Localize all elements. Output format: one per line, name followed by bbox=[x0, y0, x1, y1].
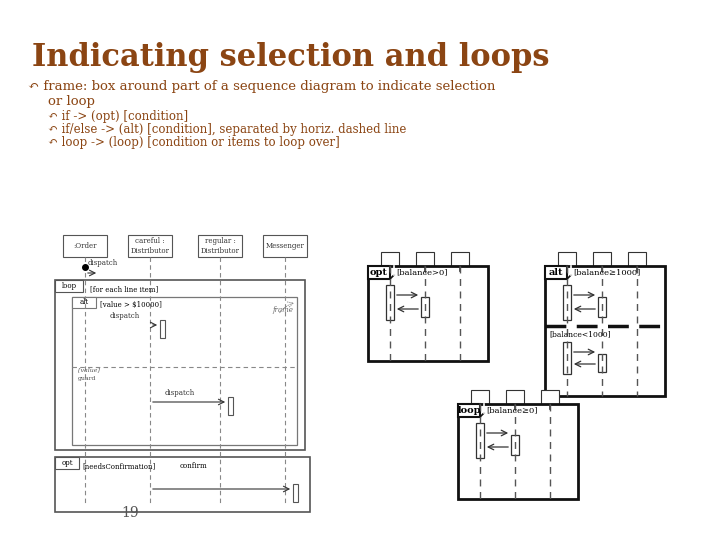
Text: Indicating selection and loops: Indicating selection and loops bbox=[32, 42, 549, 73]
Text: [needsConfirmation]: [needsConfirmation] bbox=[82, 462, 156, 470]
Bar bbox=[416, 252, 434, 266]
Bar bbox=[451, 252, 469, 266]
Text: Messenger: Messenger bbox=[266, 242, 305, 250]
Bar bbox=[563, 285, 571, 320]
Bar bbox=[293, 484, 298, 502]
Bar bbox=[72, 297, 297, 445]
Bar bbox=[598, 354, 606, 372]
Text: careful :
Distributor: careful : Distributor bbox=[130, 238, 169, 254]
Bar bbox=[55, 457, 310, 512]
Text: [for each line item]: [for each line item] bbox=[90, 285, 158, 293]
Text: ↶ loop -> (loop) [condition or items to loop over]: ↶ loop -> (loop) [condition or items to … bbox=[48, 136, 340, 149]
Text: dispatch: dispatch bbox=[165, 389, 195, 397]
Bar bbox=[545, 266, 567, 279]
Bar bbox=[198, 235, 242, 257]
Bar bbox=[368, 266, 390, 279]
Bar bbox=[421, 297, 429, 317]
Text: dispatch: dispatch bbox=[88, 259, 118, 267]
Text: opt: opt bbox=[370, 268, 388, 277]
Text: 19: 19 bbox=[121, 506, 139, 520]
Bar bbox=[128, 235, 172, 257]
Text: [balance≥0]: [balance≥0] bbox=[486, 407, 538, 415]
Bar bbox=[55, 457, 79, 469]
Text: opt: opt bbox=[61, 459, 73, 467]
Text: loop: loop bbox=[61, 282, 76, 290]
Text: [value > $10000]: [value > $10000] bbox=[100, 301, 162, 309]
Bar bbox=[458, 404, 480, 417]
Text: alt: alt bbox=[549, 268, 563, 277]
Bar bbox=[368, 266, 488, 361]
Text: regular :
Distributor: regular : Distributor bbox=[200, 238, 240, 254]
Bar bbox=[541, 390, 559, 404]
Text: loop: loop bbox=[457, 406, 481, 415]
Text: ↶ if/else -> (alt) [condition], separated by horiz. dashed line: ↶ if/else -> (alt) [condition], separate… bbox=[48, 123, 406, 136]
Bar bbox=[511, 435, 519, 455]
Bar bbox=[506, 390, 524, 404]
Text: [balance<1000]: [balance<1000] bbox=[549, 330, 611, 338]
Bar bbox=[228, 397, 233, 415]
Text: [value]: [value] bbox=[78, 367, 100, 372]
Bar bbox=[558, 252, 576, 266]
Text: frame: frame bbox=[272, 306, 293, 314]
Bar bbox=[263, 235, 307, 257]
Bar bbox=[545, 266, 665, 396]
Bar bbox=[72, 297, 96, 308]
Bar bbox=[55, 280, 305, 450]
Bar bbox=[476, 423, 484, 458]
Bar bbox=[598, 297, 606, 317]
Text: guard: guard bbox=[78, 376, 96, 381]
Text: ↶ if -> (opt) [condition]: ↶ if -> (opt) [condition] bbox=[48, 110, 188, 123]
Text: [balance>0]: [balance>0] bbox=[396, 268, 448, 276]
Text: alt: alt bbox=[79, 299, 89, 307]
Bar bbox=[160, 320, 165, 338]
Bar bbox=[563, 342, 571, 374]
Bar bbox=[471, 390, 489, 404]
Bar bbox=[593, 252, 611, 266]
Bar bbox=[381, 252, 399, 266]
Bar bbox=[386, 285, 394, 320]
Text: ↶ frame: box around part of a sequence diagram to indicate selection: ↶ frame: box around part of a sequence d… bbox=[28, 80, 495, 93]
Bar bbox=[55, 280, 83, 292]
Text: :Order: :Order bbox=[73, 242, 96, 250]
Bar bbox=[63, 235, 107, 257]
Bar bbox=[458, 404, 578, 499]
Text: [balance≥1000]: [balance≥1000] bbox=[573, 268, 640, 276]
Bar bbox=[628, 252, 646, 266]
Text: confirm: confirm bbox=[180, 462, 208, 470]
Text: or loop: or loop bbox=[48, 95, 95, 108]
Text: dispatch: dispatch bbox=[110, 312, 140, 320]
